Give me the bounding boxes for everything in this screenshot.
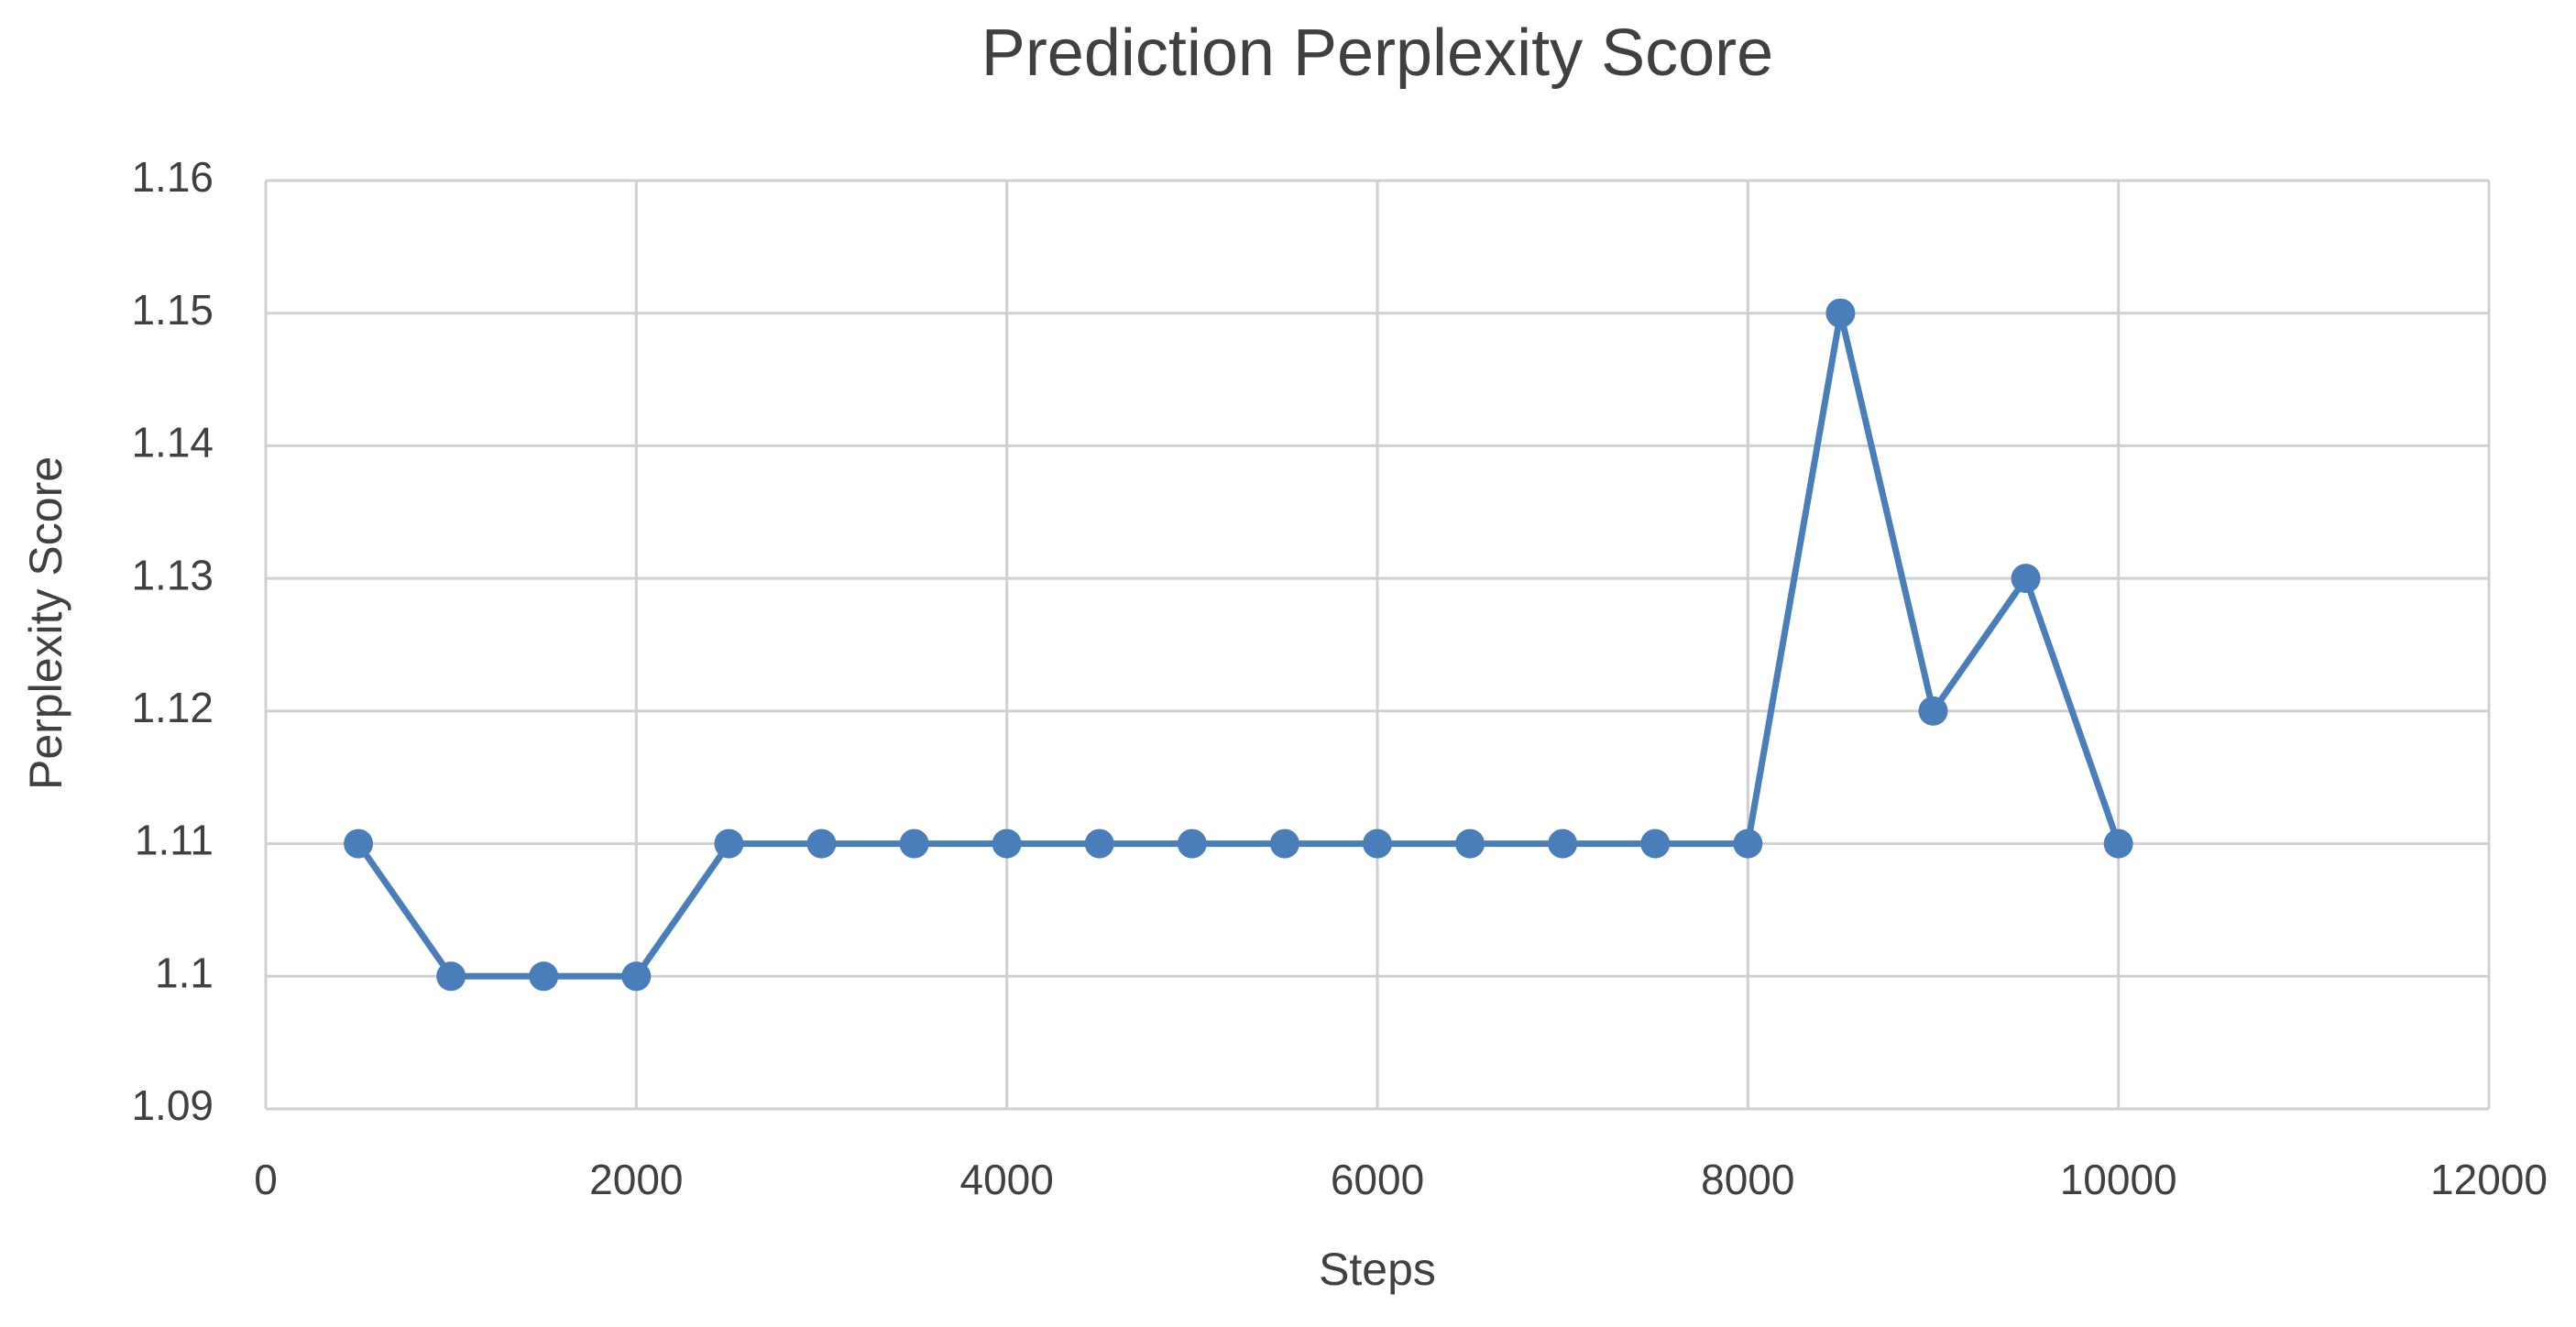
data-point [1918, 696, 1948, 726]
x-tick-label: 0 [254, 1156, 278, 1203]
data-point [1455, 828, 1485, 859]
data-point [436, 961, 466, 992]
data-point [1084, 828, 1114, 859]
y-axis-title: Perplexity Score [20, 456, 71, 790]
data-point [344, 828, 374, 859]
y-tick-label: 1.13 [131, 551, 214, 598]
data-point [1733, 828, 1763, 859]
x-axis-title: Steps [1319, 1244, 1436, 1295]
x-tick-label: 6000 [1331, 1156, 1424, 1203]
y-tick-label: 1.16 [131, 153, 214, 201]
y-tick-label: 1.15 [131, 286, 214, 334]
data-point [1177, 828, 1207, 859]
data-point [1363, 828, 1392, 859]
data-point [1269, 828, 1299, 859]
x-tick-label: 4000 [959, 1156, 1053, 1203]
data-point [992, 828, 1022, 859]
y-tick-label: 1.1 [155, 949, 214, 996]
x-tick-label: 2000 [589, 1156, 683, 1203]
y-tick-label: 1.14 [131, 419, 214, 466]
data-point [2011, 564, 2041, 594]
data-point [621, 961, 652, 992]
data-point [2103, 828, 2133, 859]
data-point [1548, 828, 1578, 859]
y-tick-label: 1.12 [131, 684, 214, 731]
data-point [1640, 828, 1671, 859]
data-line [356, 310, 2121, 980]
data-point [714, 828, 744, 859]
data-point [529, 961, 559, 992]
y-tick-label: 1.11 [135, 817, 214, 864]
x-tick-label: 12000 [2430, 1156, 2548, 1203]
x-tick-label: 10000 [2060, 1156, 2177, 1203]
x-tick-label: 8000 [1701, 1156, 1794, 1203]
data-point [1825, 298, 1856, 328]
data-point [806, 828, 837, 859]
chart-title: Prediction Perplexity Score [981, 16, 1773, 90]
y-tick-label: 1.09 [131, 1081, 214, 1129]
data-point [899, 828, 929, 859]
